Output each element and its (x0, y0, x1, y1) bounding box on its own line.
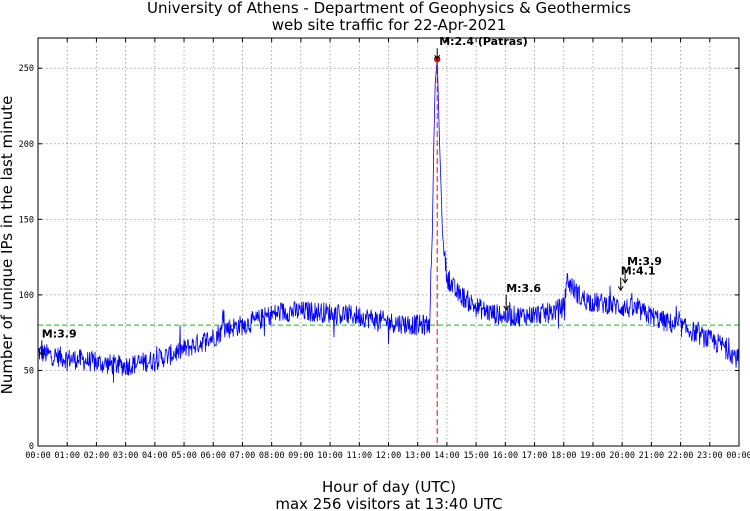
grid (38, 38, 739, 446)
x-tick-label: 12:00 (376, 451, 402, 461)
x-tick-label: 07:00 (230, 451, 256, 461)
y-tick-label: 150 (19, 215, 34, 225)
x-tick-label: 10:00 (317, 451, 343, 461)
chart-title: University of Athens - Department of Geo… (147, 0, 631, 17)
x-tick-label: 02:00 (84, 451, 110, 461)
x-tick-label: 23:00 (697, 451, 723, 461)
y-tick-label: 50 (24, 366, 34, 376)
x-tick-label: 00:00 (25, 451, 51, 461)
x-tick-label: 08:00 (259, 451, 285, 461)
y-axis: 0 50 100 150 200 250 (19, 64, 739, 452)
x-tick-label: 06:00 (200, 451, 226, 461)
x-tick-label: 03:00 (113, 451, 139, 461)
y-tick-label: 250 (19, 64, 34, 74)
annotation-arrowhead (38, 351, 45, 357)
y-tick-label: 200 (19, 140, 34, 150)
x-tick-label: 14:00 (434, 451, 460, 461)
x-axis-label: Hour of day (UTC) (322, 478, 456, 496)
annotation-label: M:2.4 (Patras) (439, 35, 528, 48)
x-tick-label: 17:00 (522, 451, 548, 461)
annotation-arrowhead (434, 54, 441, 61)
x-axis: 00:00 01:00 02:00 03:00 04:00 05:00 06:00 07:00… (25, 38, 750, 461)
x-tick-label: 20:00 (609, 451, 635, 461)
max-visitors-summary: max 256 visitors at 13:40 UTC (275, 495, 502, 511)
x-tick-label: 21:00 (639, 451, 665, 461)
max-marker-group (434, 56, 441, 446)
traffic-line (37, 59, 740, 383)
x-tick-label: 18:00 (551, 451, 577, 461)
x-tick-label: 16:00 (493, 451, 519, 461)
x-tick-label: 04:00 (142, 451, 168, 461)
y-axis-label: Number of unique IPs in the last minute (0, 96, 16, 395)
x-tick-label: 19:00 (580, 451, 606, 461)
y-tick-label: 100 (19, 291, 34, 301)
x-tick-label: 00:00 (726, 451, 750, 461)
x-tick-label: 01:00 (54, 451, 80, 461)
chart-subtitle: web site traffic for 22-Apr-2021 (272, 16, 507, 34)
x-tick-label: 15:00 (463, 451, 489, 461)
annotation-label: M:4.1 (621, 264, 656, 277)
y-tick-label: 0 (29, 442, 34, 452)
annotation-arrowhead (622, 278, 629, 284)
x-tick-label: 11:00 (346, 451, 372, 461)
x-tick-label: 05:00 (171, 451, 197, 461)
x-tick-label: 13:00 (405, 451, 431, 461)
x-tick-label: 22:00 (668, 451, 694, 461)
series-group (37, 59, 740, 383)
annotation-label: M:3.9 (42, 327, 77, 340)
annotation-label: M:3.9 (627, 255, 662, 268)
annotation-label: M:3.6 (506, 282, 541, 295)
x-tick-label: 09:00 (288, 451, 314, 461)
annotation-arrowhead (617, 286, 624, 292)
annotation-arrowhead (503, 305, 510, 311)
